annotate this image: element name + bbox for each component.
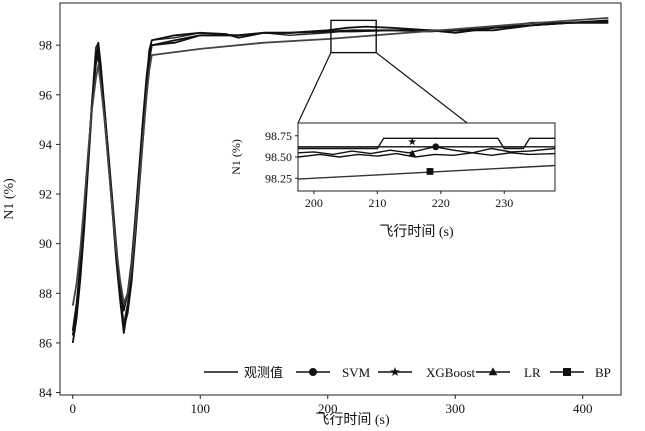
inset-plot: 200 210 220 230 98.25 98.50 98.75 飞行时间 (s) N1 (%… bbox=[229, 122, 556, 240]
legend-label: BP bbox=[595, 365, 611, 380]
inset-marker-xgboost bbox=[408, 137, 417, 146]
x-tick-label: 200 bbox=[318, 401, 338, 416]
plot-frame bbox=[59, 2, 622, 396]
x-axis-title: 飞行时间 (s) bbox=[315, 412, 390, 428]
inset-line-xgboost bbox=[298, 137, 555, 150]
inset-marker-lr bbox=[408, 149, 416, 157]
inset-line-lr bbox=[298, 152, 555, 158]
inset-x-tick-label: 200 bbox=[305, 196, 323, 210]
y-tick-label: 90 bbox=[39, 236, 52, 251]
y-tick-label: 86 bbox=[39, 335, 53, 350]
inset-line-svm bbox=[298, 146, 555, 156]
legend-marker-bp bbox=[563, 368, 571, 376]
legend-item-xgboost: XGBoost bbox=[378, 365, 476, 380]
inset-series bbox=[298, 137, 555, 180]
y-tick-label: 84 bbox=[39, 385, 53, 400]
inset-x-tick-label: 220 bbox=[432, 196, 450, 210]
inset-y-tick-label: 98.25 bbox=[265, 171, 292, 185]
legend-marker-xgboost bbox=[390, 367, 400, 377]
zoom-connector-left bbox=[297, 52, 332, 124]
inset-y-axis-title: N1 (%) bbox=[229, 139, 243, 175]
legend-item-svm: SVM bbox=[296, 365, 371, 380]
series-line-bp bbox=[71, 17, 609, 306]
inset-x-tick-label: 230 bbox=[495, 196, 513, 210]
x-tick-label: 400 bbox=[573, 401, 593, 416]
y-tick-label: 98 bbox=[39, 38, 52, 53]
inset-y-tick-label: 98.50 bbox=[265, 150, 292, 164]
y-tick-label: 88 bbox=[39, 286, 52, 301]
main-plot: 0 100 200 300 400 84 86 88 90 92 94 96 98 飞行时间 (s) N1 … bbox=[2, 2, 622, 428]
y-tick-label: 94 bbox=[39, 137, 53, 152]
inset-x-tick-label: 210 bbox=[368, 196, 386, 210]
legend-label: 观测值 bbox=[244, 365, 283, 380]
y-tick-label: 96 bbox=[39, 87, 53, 102]
legend-label: XGBoost bbox=[426, 365, 476, 380]
inset-marker-svm bbox=[432, 143, 440, 151]
zoom-region-box bbox=[330, 19, 377, 54]
x-tick-label: 100 bbox=[191, 401, 211, 416]
y-axis-title: N1 (%) bbox=[2, 178, 17, 220]
series-line-xgboost bbox=[71, 19, 609, 344]
legend-label: SVM bbox=[342, 365, 371, 380]
x-tick-label: 0 bbox=[70, 401, 77, 416]
inset-x-axis-title: 飞行时间 (s) bbox=[379, 224, 454, 240]
legend: 观测值 SVM XGBoost LR BP bbox=[204, 365, 611, 380]
legend-marker-svm bbox=[309, 368, 317, 376]
inset-line-bp bbox=[298, 164, 555, 180]
inset-y-tick-label: 98.75 bbox=[265, 129, 292, 143]
legend-marker-lr bbox=[488, 367, 498, 376]
legend-label: LR bbox=[524, 365, 541, 380]
legend-item-lr: LR bbox=[476, 365, 541, 380]
y-tick-label: 92 bbox=[39, 187, 52, 202]
x-tick-label: 300 bbox=[446, 401, 466, 416]
inset-marker-bp bbox=[426, 168, 434, 175]
legend-item-bp: BP bbox=[550, 365, 611, 380]
legend-item-observed: 观测值 bbox=[204, 365, 283, 380]
